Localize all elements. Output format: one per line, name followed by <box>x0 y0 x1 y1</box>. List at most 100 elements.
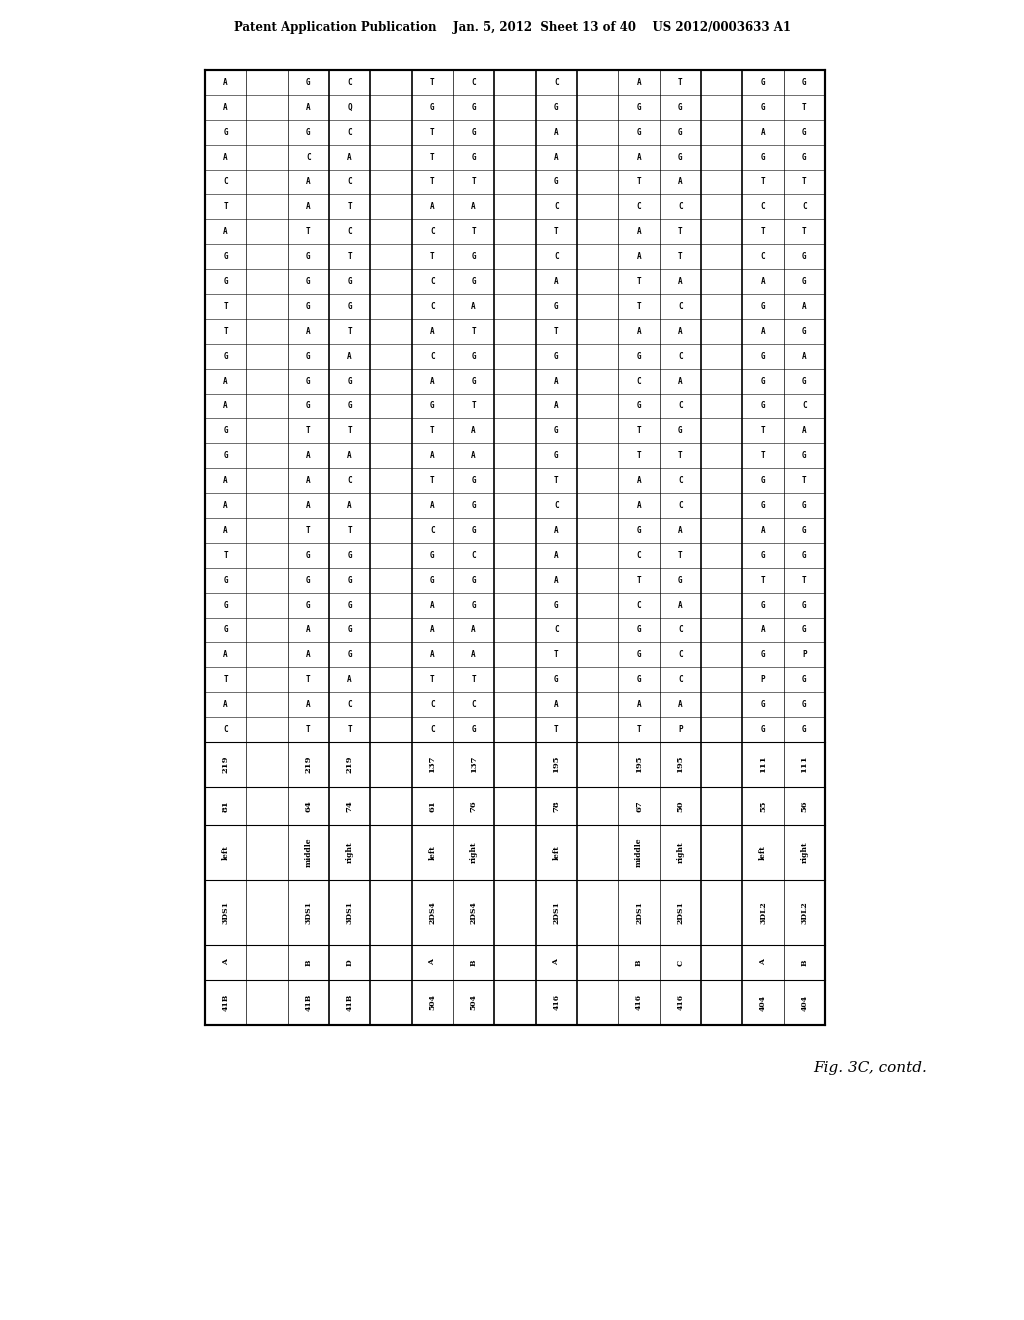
Text: G: G <box>430 550 434 560</box>
Text: A: A <box>637 327 641 335</box>
Text: G: G <box>678 576 683 585</box>
Text: C: C <box>678 302 683 312</box>
Text: C: C <box>554 626 559 635</box>
Text: G: G <box>471 277 476 286</box>
Text: T: T <box>678 550 683 560</box>
Text: G: G <box>306 550 310 560</box>
Text: G: G <box>430 103 434 112</box>
Text: A: A <box>759 960 767 965</box>
Text: A: A <box>306 177 310 186</box>
Text: C: C <box>554 502 559 510</box>
Text: 55: 55 <box>759 800 767 812</box>
Text: G: G <box>223 351 228 360</box>
Text: G: G <box>678 103 683 112</box>
Text: G: G <box>761 302 765 312</box>
Text: T: T <box>223 327 228 335</box>
Text: 3DL2: 3DL2 <box>759 902 767 924</box>
Text: A: A <box>306 451 310 461</box>
Text: T: T <box>802 477 807 486</box>
Text: 195: 195 <box>552 756 560 774</box>
Text: T: T <box>347 725 352 734</box>
Text: G: G <box>347 401 352 411</box>
Text: A: A <box>430 502 434 510</box>
Text: T: T <box>802 103 807 112</box>
Text: T: T <box>347 426 352 436</box>
Text: G: G <box>554 676 559 684</box>
Text: A: A <box>678 277 683 286</box>
Text: A: A <box>223 227 228 236</box>
Text: A: A <box>678 601 683 610</box>
Text: A: A <box>306 626 310 635</box>
Text: G: G <box>471 725 476 734</box>
Text: T: T <box>306 227 310 236</box>
Text: G: G <box>306 128 310 137</box>
Text: C: C <box>471 700 476 709</box>
Text: 111: 111 <box>801 755 808 774</box>
Text: T: T <box>471 227 476 236</box>
Text: T: T <box>802 177 807 186</box>
Text: C: C <box>761 252 765 261</box>
Text: left: left <box>552 845 560 859</box>
Text: A: A <box>347 153 352 161</box>
Text: right: right <box>346 842 353 863</box>
Text: G: G <box>802 153 807 161</box>
Text: A: A <box>552 960 560 965</box>
Text: T: T <box>802 227 807 236</box>
Text: G: G <box>637 651 641 660</box>
Text: C: C <box>678 651 683 660</box>
Text: 219: 219 <box>304 756 312 774</box>
Text: C: C <box>637 202 641 211</box>
Text: 504: 504 <box>428 994 436 1011</box>
Text: C: C <box>430 351 434 360</box>
Text: C: C <box>637 376 641 385</box>
Text: T: T <box>430 426 434 436</box>
Text: A: A <box>471 202 476 211</box>
Text: A: A <box>637 153 641 161</box>
Text: 3DS1: 3DS1 <box>304 902 312 924</box>
Text: G: G <box>761 700 765 709</box>
Text: T: T <box>223 550 228 560</box>
Text: A: A <box>554 277 559 286</box>
Text: A: A <box>306 103 310 112</box>
Text: G: G <box>802 525 807 535</box>
Text: A: A <box>471 302 476 312</box>
Text: C: C <box>802 401 807 411</box>
Text: T: T <box>802 576 807 585</box>
Text: A: A <box>761 525 765 535</box>
Text: G: G <box>554 177 559 186</box>
Text: C: C <box>347 227 352 236</box>
Text: G: G <box>637 401 641 411</box>
Text: C: C <box>347 78 352 87</box>
Text: G: G <box>471 376 476 385</box>
Text: G: G <box>678 128 683 137</box>
Text: C: C <box>678 202 683 211</box>
Text: T: T <box>637 302 641 312</box>
Text: G: G <box>347 302 352 312</box>
Text: T: T <box>761 177 765 186</box>
Text: C: C <box>430 277 434 286</box>
Text: T: T <box>678 451 683 461</box>
Text: G: G <box>637 103 641 112</box>
Text: A: A <box>678 177 683 186</box>
Text: P: P <box>678 725 683 734</box>
Text: 219: 219 <box>346 756 353 774</box>
Text: A: A <box>306 202 310 211</box>
Text: G: G <box>347 277 352 286</box>
Text: 2DS1: 2DS1 <box>676 902 684 924</box>
Text: G: G <box>347 601 352 610</box>
Text: G: G <box>761 651 765 660</box>
Text: 195: 195 <box>676 756 684 774</box>
Text: T: T <box>430 128 434 137</box>
Text: C: C <box>347 700 352 709</box>
Text: G: G <box>471 128 476 137</box>
Text: P: P <box>761 676 765 684</box>
Text: A: A <box>306 651 310 660</box>
Text: G: G <box>223 626 228 635</box>
Text: 74: 74 <box>346 800 353 812</box>
Text: 137: 137 <box>428 756 436 774</box>
Text: G: G <box>554 103 559 112</box>
Text: A: A <box>347 451 352 461</box>
Text: A: A <box>678 700 683 709</box>
Text: A: A <box>306 327 310 335</box>
Text: T: T <box>223 676 228 684</box>
